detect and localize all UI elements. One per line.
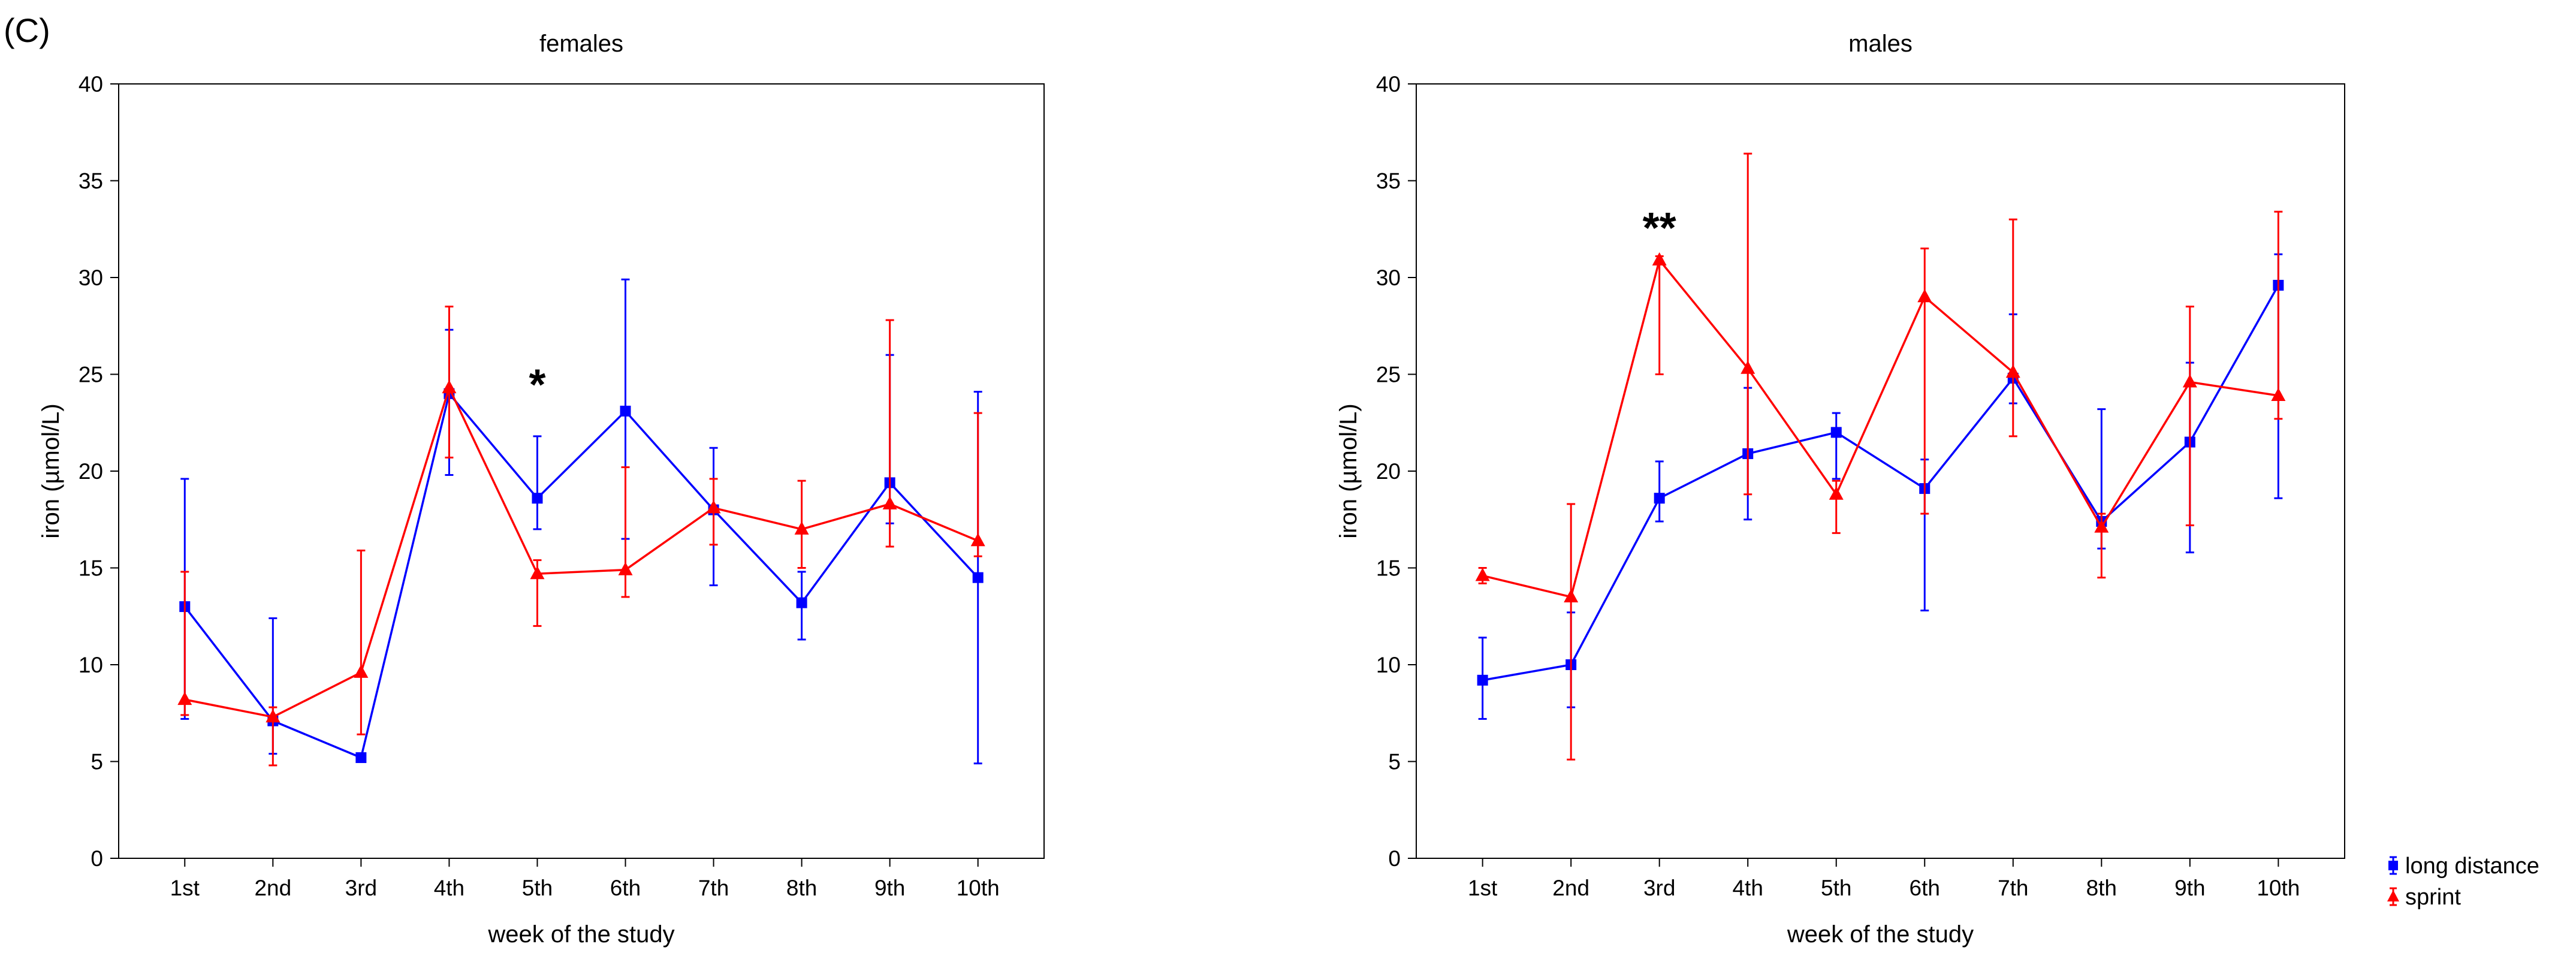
data-point-square	[532, 493, 543, 504]
y-tick-label: 30	[1376, 266, 1401, 290]
x-tick-label: 3rd	[1643, 876, 1675, 900]
x-tick-label: 2nd	[254, 876, 291, 900]
data-point-triangle	[618, 562, 633, 575]
panel-label: (C)	[4, 11, 50, 49]
data-point-triangle	[266, 709, 280, 723]
x-tick-label: 5th	[522, 876, 553, 900]
data-point-triangle	[1741, 360, 1755, 374]
y-tick-label: 35	[79, 169, 103, 194]
x-tick-label: 2nd	[1552, 876, 1589, 900]
y-tick-label: 0	[91, 846, 103, 871]
data-point-triangle	[2094, 519, 2109, 533]
y-tick-label: 10	[79, 653, 103, 677]
y-tick-label: 25	[1376, 363, 1401, 387]
x-tick-label: 8th	[786, 876, 817, 900]
data-point-triangle	[794, 521, 809, 535]
series-long-distance	[1477, 253, 2284, 720]
legend-triangle-marker	[2387, 890, 2399, 901]
plot-frame	[1416, 83, 2345, 859]
legend-square-marker	[2388, 861, 2398, 870]
series-sprint	[1475, 152, 2286, 761]
data-point-triangle	[1829, 486, 1844, 500]
data-point-triangle	[530, 566, 545, 580]
data-point-triangle	[2005, 364, 2020, 378]
chart-females: females 0 5 10 15 20 25 30 35 40 1st 2nd 3rd 4th 5th 6t…	[38, 31, 1045, 948]
data-point-triangle	[1917, 289, 1932, 303]
x-tick-label: 5th	[1821, 876, 1851, 900]
x-tick-label: 9th	[874, 876, 905, 900]
series-sprint	[177, 305, 985, 767]
plot-frame	[118, 83, 1045, 859]
data-point-square	[1830, 427, 1842, 438]
y-axis-label: iron (µmol/L)	[38, 403, 64, 538]
data-point-triangle	[1652, 252, 1667, 266]
data-point-triangle	[706, 500, 721, 514]
chart-title: males	[1848, 31, 1913, 57]
data-point-triangle	[354, 664, 369, 678]
x-tick-label: 8th	[2086, 876, 2117, 900]
x-tick-label: 4th	[1732, 876, 1763, 900]
x-tick-label: 1st	[1468, 876, 1498, 900]
series-line	[1482, 258, 2279, 599]
x-tick-label: 3rd	[345, 876, 377, 900]
series-line	[1482, 285, 2279, 681]
series-long-distance	[179, 278, 984, 765]
data-point-triangle	[882, 496, 897, 509]
data-point-square	[620, 405, 631, 417]
legend: long distance sprint	[2387, 854, 2539, 910]
y-tick-label: 10	[1376, 653, 1401, 677]
significance-marker: *	[529, 361, 545, 409]
data-point-triangle	[970, 533, 985, 547]
data-point-triangle	[1475, 568, 1490, 581]
y-tick-label: 40	[79, 72, 103, 96]
y-tick-label: 25	[79, 363, 103, 387]
y-tick-label: 5	[91, 750, 103, 774]
y-tick-label: 5	[1388, 750, 1401, 774]
significance-marker: **	[1643, 204, 1676, 252]
data-point-square	[1477, 674, 1488, 686]
x-tick-label: 7th	[698, 876, 729, 900]
legend-label: sprint	[2405, 885, 2461, 910]
y-tick-label: 20	[79, 459, 103, 484]
y-tick-label: 15	[79, 556, 103, 581]
x-axis-label: week of the study	[487, 921, 674, 948]
x-tick-label: 9th	[2174, 876, 2205, 900]
x-tick-label: 4th	[434, 876, 464, 900]
data-point-triangle	[177, 692, 192, 705]
y-tick-label: 0	[1388, 846, 1401, 871]
y-axis-label: iron (µmol/L)	[1335, 403, 1362, 538]
data-point-square	[972, 572, 984, 583]
x-tick-label: 10th	[957, 876, 1000, 900]
x-axis-label: week of the study	[1787, 921, 1974, 948]
y-tick-label: 40	[1376, 72, 1401, 96]
x-tick-label: 7th	[1998, 876, 2028, 900]
data-point-square	[1654, 493, 1665, 504]
x-tick-label: 10th	[2257, 876, 2300, 900]
series-line	[183, 391, 979, 759]
y-tick-label: 15	[1376, 556, 1401, 581]
data-point-square	[796, 597, 807, 608]
x-tick-label: 1st	[170, 876, 200, 900]
chart-males: males 0 5 10 15 20 25 30 35 40 1st 2nd 3rd 4th 5th 6th 7…	[1335, 31, 2345, 948]
y-tick-label: 30	[79, 266, 103, 290]
x-tick-label: 6th	[610, 876, 641, 900]
y-tick-label: 35	[1376, 169, 1401, 194]
chart-title: females	[539, 31, 623, 57]
data-point-triangle	[442, 380, 457, 394]
y-tick-label: 20	[1376, 459, 1401, 484]
data-point-triangle	[2182, 374, 2197, 388]
data-point-triangle	[1564, 589, 1579, 602]
legend-label: long distance	[2405, 854, 2539, 879]
x-tick-label: 6th	[1910, 876, 1940, 900]
data-point-square	[355, 752, 367, 764]
data-point-triangle	[2271, 388, 2286, 402]
series-line	[184, 385, 979, 719]
